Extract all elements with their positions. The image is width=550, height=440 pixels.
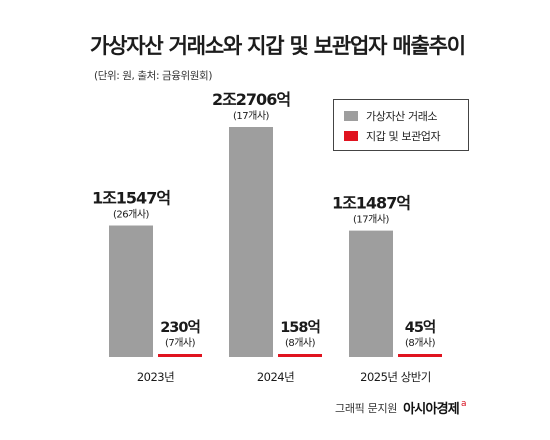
bar-wallet-0 (158, 354, 202, 357)
bar-wallet-2 (398, 354, 442, 357)
category-label-2: 2025년 상반기 (360, 370, 431, 384)
value-label-exchange-1: 2조2706억 (212, 90, 290, 109)
count-label-exchange-2: (17개사) (353, 214, 390, 226)
value-label-wallet-1: 158억 (280, 318, 320, 336)
count-label-exchange-0: (26개사) (113, 209, 150, 221)
legend-item-wallet: 지갑 및 보관업자 (344, 128, 441, 144)
credit: 그래픽 문지원 아시아경제 a (335, 398, 467, 418)
category-label-0: 2023년 (137, 370, 174, 384)
legend-label-exchange: 가상자산 거래소 (366, 110, 438, 123)
count-label-exchange-1: (17개사) (233, 110, 270, 122)
count-label-wallet-2: (8개사) (405, 337, 436, 349)
bar-exchange-1 (229, 127, 273, 357)
category-label-1: 2024년 (257, 370, 294, 384)
chart-title: 가상자산 거래소와 지갑 및 보관업자 매출추이 (90, 34, 466, 58)
credit-text: 그래픽 문지원 (335, 401, 398, 415)
value-label-exchange-0: 1조1547억 (92, 189, 170, 208)
legend-label-wallet: 지갑 및 보관업자 (366, 130, 441, 143)
chart-subtitle: (단위: 원, 출처: 금융위원회) (94, 70, 213, 82)
value-label-wallet-0: 230억 (160, 318, 200, 336)
count-label-wallet-1: (8개사) (285, 337, 316, 349)
bar-exchange-2 (349, 230, 393, 357)
legend-swatch-wallet (344, 131, 358, 141)
bar-exchange-0 (109, 225, 153, 357)
bar-wallet-1 (278, 354, 322, 357)
brand-mark-icon: a (460, 398, 467, 409)
count-label-wallet-0: (7개사) (165, 337, 196, 349)
value-label-exchange-2: 1조1487억 (332, 194, 410, 213)
legend-item-exchange: 가상자산 거래소 (344, 108, 438, 124)
brand-logo: 아시아경제 (403, 402, 460, 417)
legend-swatch-exchange (344, 111, 358, 121)
legend: 가상자산 거래소 지갑 및 보관업자 (333, 99, 469, 151)
value-label-wallet-2: 45억 (405, 318, 436, 336)
